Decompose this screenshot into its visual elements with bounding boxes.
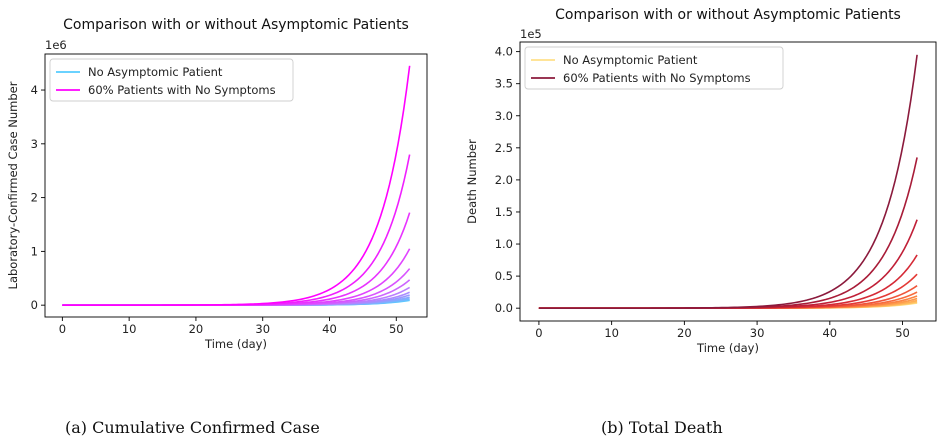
y-axis-label: Laboratory-Confirmed Case Number bbox=[6, 81, 20, 289]
series-line bbox=[62, 268, 411, 306]
x-tick-label: 0 bbox=[59, 322, 66, 336]
series-line bbox=[538, 54, 918, 309]
y-tick-label: 2.5 bbox=[495, 141, 513, 155]
y-tick-label: 0.5 bbox=[495, 269, 513, 283]
y-tick-label: 3 bbox=[31, 137, 38, 151]
y-tick-label: 4.0 bbox=[495, 45, 513, 59]
chart-1: Comparison with or without Asymptomic Pa… bbox=[465, 7, 937, 355]
y-offset-text: 1e6 bbox=[45, 38, 67, 52]
y-tick-label: 4 bbox=[31, 83, 38, 97]
x-axis-label: Time (day) bbox=[204, 337, 267, 351]
x-tick-label: 30 bbox=[255, 322, 270, 336]
chart-title: Comparison with or without Asymptomic Pa… bbox=[63, 17, 409, 33]
series-line bbox=[538, 285, 918, 309]
y-tick-label: 0.0 bbox=[495, 301, 513, 315]
y-offset-text: 1e5 bbox=[520, 27, 542, 41]
series-line bbox=[538, 157, 918, 309]
y-tick-label: 1.0 bbox=[495, 237, 513, 251]
plot-frame bbox=[44, 53, 428, 318]
series-line bbox=[538, 291, 918, 309]
legend-box bbox=[524, 46, 784, 90]
plot-frame bbox=[519, 41, 937, 322]
x-tick-label: 50 bbox=[389, 322, 404, 336]
y-tick-label: 1 bbox=[31, 244, 38, 258]
y-tick-label: 3.0 bbox=[495, 109, 513, 123]
legend-label: No Asymptomic Patient bbox=[563, 53, 698, 67]
y-tick-label: 2 bbox=[31, 191, 38, 205]
series-line bbox=[62, 212, 411, 306]
caption-b: (b) Total Death bbox=[601, 418, 723, 437]
series-line bbox=[62, 279, 411, 306]
y-tick-label: 2.0 bbox=[495, 173, 513, 187]
y-tick-label: 1.5 bbox=[495, 205, 513, 219]
series-line bbox=[62, 154, 411, 306]
series-line bbox=[538, 273, 918, 309]
x-tick-label: 20 bbox=[677, 326, 692, 340]
x-tick-label: 40 bbox=[822, 326, 837, 340]
x-tick-label: 30 bbox=[750, 326, 765, 340]
y-tick-label: 3.5 bbox=[495, 77, 513, 91]
legend-box bbox=[49, 58, 294, 102]
x-tick-label: 50 bbox=[895, 326, 910, 340]
x-tick-label: 10 bbox=[122, 322, 137, 336]
x-tick-label: 10 bbox=[604, 326, 619, 340]
x-axis-label: Time (day) bbox=[696, 341, 759, 355]
chart-title: Comparison with or without Asymptomic Pa… bbox=[555, 7, 901, 23]
y-tick-label: 0 bbox=[31, 298, 38, 312]
y-axis-label: Death Number bbox=[465, 139, 479, 224]
legend-label: 60% Patients with No Symptoms bbox=[88, 83, 276, 97]
caption-a: (a) Cumulative Confirmed Case bbox=[65, 418, 320, 437]
series-line bbox=[62, 248, 411, 306]
series-line bbox=[62, 65, 411, 306]
x-tick-label: 20 bbox=[189, 322, 204, 336]
x-tick-label: 0 bbox=[535, 326, 542, 340]
legend-label: No Asymptomic Patient bbox=[88, 65, 223, 79]
chart-0: Comparison with or without Asymptomic Pa… bbox=[6, 17, 428, 351]
x-tick-label: 40 bbox=[322, 322, 337, 336]
legend-label: 60% Patients with No Symptoms bbox=[563, 71, 751, 85]
